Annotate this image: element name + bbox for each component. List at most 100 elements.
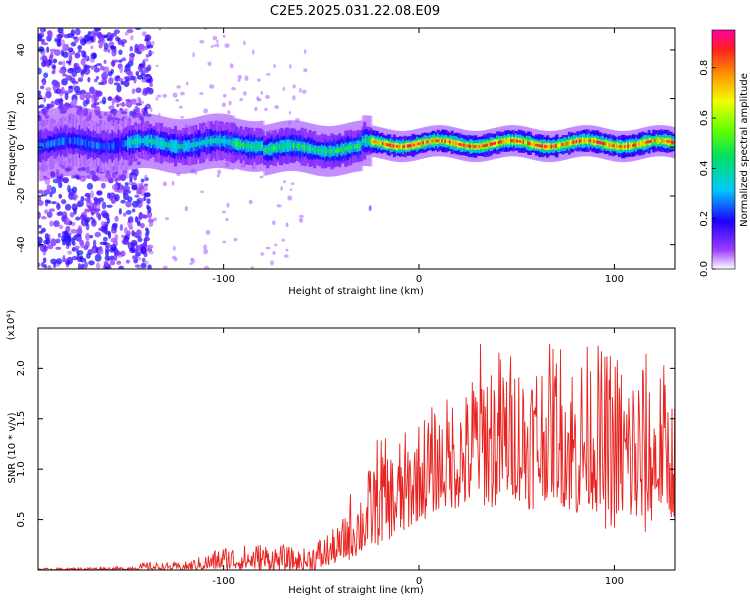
snr-ylabel: SNR (10 * v/v) — [7, 412, 18, 483]
spectrogram-panel: -100 0 100 -40 -20 0 20 40 Height of straight l… — [7, 27, 676, 297]
heatmap-cell — [38, 195, 42, 202]
heatmap-cell — [280, 186, 283, 191]
heatmap-cell — [257, 78, 261, 82]
heatmap-cell — [134, 48, 140, 54]
heatmap-cell — [164, 217, 169, 221]
heatmap-cell — [282, 180, 287, 184]
heatmap-cell — [65, 60, 72, 64]
colorbar-tick-label: 0.8 — [699, 60, 710, 76]
heatmap-cell — [85, 41, 92, 45]
heatmap-cell — [203, 244, 208, 250]
heatmap-cell — [158, 28, 162, 31]
heatmap-cell — [38, 211, 41, 220]
heatmap-cell — [137, 237, 143, 243]
heatmap-cell — [53, 220, 60, 228]
heatmap-cell — [93, 196, 98, 202]
heatmap-cell — [101, 72, 108, 80]
heatmap-cell — [55, 238, 61, 244]
heatmap-cell — [95, 262, 101, 269]
heatmap-cell — [143, 195, 147, 201]
heatmap-cell — [43, 96, 47, 103]
heatmap-cell — [84, 216, 91, 223]
heatmap-cell — [123, 185, 130, 192]
heatmap-cell — [98, 43, 103, 49]
heatmap-cell — [129, 221, 133, 229]
heatmap-cell — [144, 87, 152, 93]
heatmap-cell — [62, 177, 70, 184]
snr-panel: -100 0 100 0.5 1.0 1.5 2.0 (x10⁴) Height of st… — [6, 310, 676, 596]
heatmap-cell — [143, 58, 149, 62]
heatmap-cell — [42, 257, 47, 264]
heatmap-cell — [98, 33, 105, 42]
heatmap-cell — [108, 114, 113, 118]
heatmap-cell — [47, 30, 53, 39]
heatmap-cell — [242, 91, 247, 96]
heatmap-cell — [129, 247, 134, 252]
heatmap-cell — [63, 102, 68, 108]
heatmap-cell — [93, 105, 101, 114]
heatmap-cell — [101, 182, 106, 189]
heatmap-cell — [125, 200, 132, 208]
heatmap-cell — [98, 81, 105, 86]
heatmap-cell — [105, 261, 109, 268]
heatmap-cell — [43, 189, 51, 195]
heatmap-cell — [63, 90, 70, 95]
heatmap-cell — [71, 203, 78, 212]
heatmap-cell — [130, 99, 137, 105]
heatmap-cell — [209, 84, 215, 89]
heatmap-cell — [222, 34, 226, 38]
heatmap-cell — [131, 208, 136, 213]
heatmap-cell — [141, 31, 147, 37]
heatmap-cell — [225, 217, 229, 222]
heatmap-cell — [144, 192, 151, 198]
heatmap-cell — [298, 217, 304, 223]
heatmap-cell — [47, 265, 52, 269]
heatmap-cell — [86, 174, 91, 179]
heatmap-cell — [114, 250, 122, 256]
snr-frame — [37, 327, 676, 571]
heatmap-cell — [45, 87, 52, 92]
heatmap-cell — [96, 190, 102, 196]
heatmap-cell — [86, 182, 94, 190]
heatmap-cell — [145, 54, 150, 58]
heatmap-cell — [120, 234, 125, 239]
heatmap-cells — [38, 28, 675, 269]
heatmap-cell — [298, 214, 305, 218]
heatmap-cell — [237, 79, 241, 82]
heatmap-cell — [88, 111, 93, 120]
heatmap-cell — [100, 221, 106, 227]
heatmap-cell — [146, 204, 150, 210]
heatmap-cell — [128, 172, 134, 180]
heatmap-cell — [59, 109, 67, 114]
heatmap-cell — [260, 90, 264, 95]
heatmap-cell — [290, 182, 295, 186]
heatmap-cell — [301, 89, 307, 94]
heatmap-cell — [97, 248, 104, 255]
heatmap-cell — [140, 117, 144, 124]
heatmap-cell — [146, 245, 152, 252]
heatmap-cell — [69, 212, 75, 218]
heatmap-cell — [71, 186, 78, 193]
x-tick-label: 0 — [416, 274, 422, 285]
heatmap-cell — [40, 28, 45, 35]
heatmap-cell — [38, 230, 44, 234]
heatmap-cell — [111, 171, 117, 179]
heatmap-cell — [129, 45, 133, 52]
heatmap-cell — [77, 167, 82, 172]
colorbar-gradient — [711, 29, 736, 270]
heatmap-cell — [50, 238, 57, 247]
heatmap-cell — [130, 35, 134, 41]
heatmap-cell — [111, 32, 117, 37]
heatmap-cell — [56, 169, 60, 175]
heatmap-cell — [225, 161, 230, 168]
heatmap-cell — [38, 224, 42, 229]
heatmap-cell — [131, 255, 138, 261]
heatmap-cell — [58, 97, 63, 106]
heatmap-cell — [111, 200, 116, 205]
heatmap-cell — [111, 184, 119, 191]
heatmap-cell — [47, 244, 54, 250]
heatmap-cell — [289, 188, 293, 192]
heatmap-cell — [38, 236, 43, 244]
heatmap-cell — [73, 63, 79, 68]
heatmap-cell — [151, 40, 155, 46]
